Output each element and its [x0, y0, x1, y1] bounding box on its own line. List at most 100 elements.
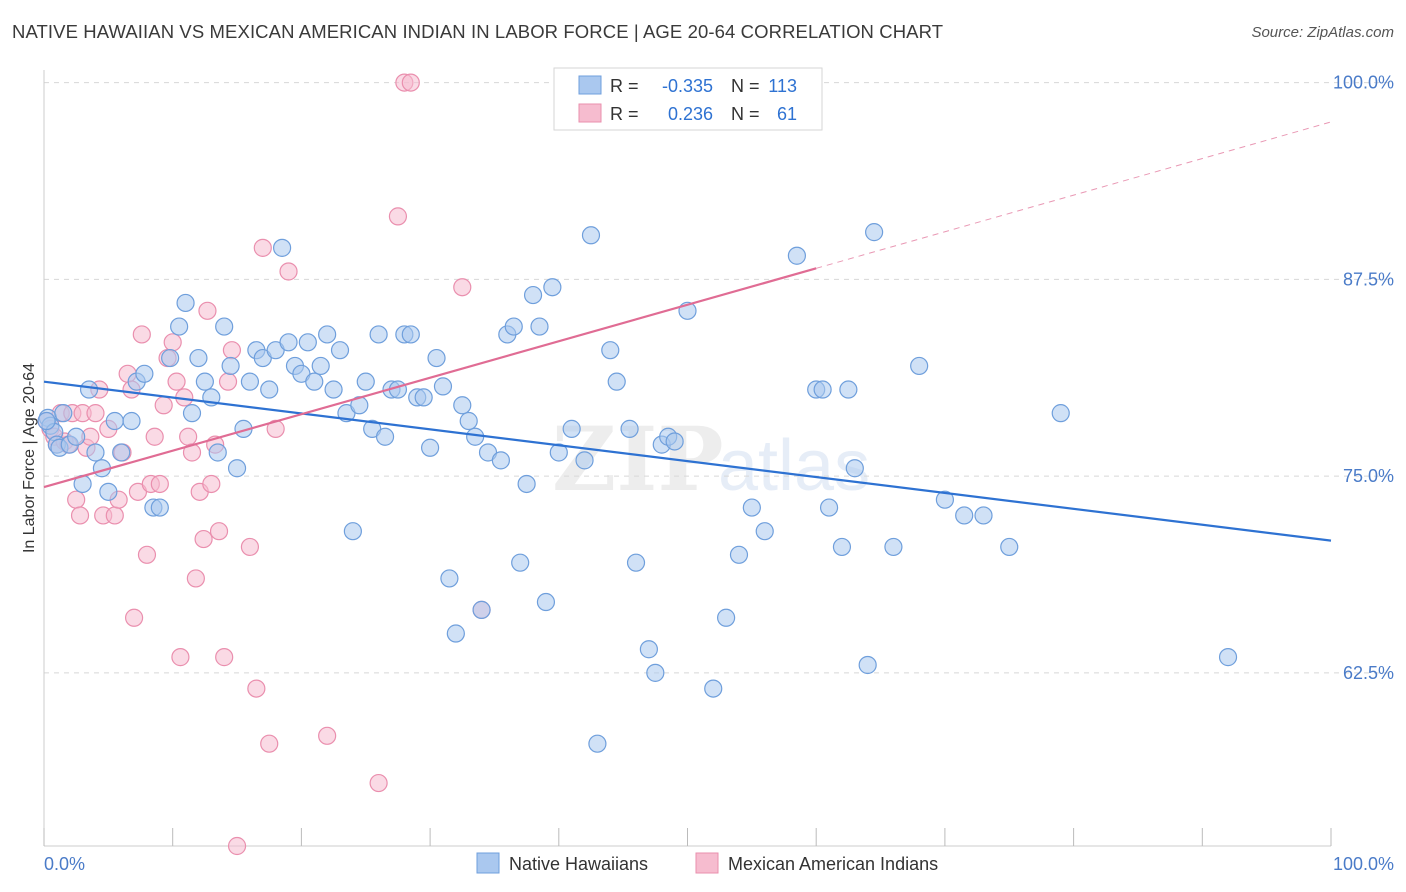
native-hawaiians-point-52 [369, 325, 388, 344]
native-hawaiians-point-28 [215, 317, 234, 336]
legend-swatch-mexican-american-indians [695, 852, 719, 874]
trend-line-mexican-american-indians-extension [816, 121, 1332, 269]
native-hawaiians-point-59 [414, 388, 433, 407]
stats-pink-n-label: N = [731, 104, 760, 124]
mexican-american-indians-point-56 [388, 207, 408, 226]
mexican-american-indians-point-35 [179, 427, 198, 446]
y-axis-label: In Labor Force | Age 20-64 [21, 363, 38, 553]
native-hawaiians-point-10 [86, 443, 105, 462]
mexican-american-indians-point-36 [182, 443, 202, 462]
mexican-american-indians-point-46 [222, 341, 242, 360]
mexican-american-indians-point-41 [202, 474, 221, 494]
native-hawaiians-point-63 [440, 569, 459, 588]
native-hawaiians-point-20 [161, 348, 180, 368]
native-hawaiians-point-24 [189, 348, 208, 368]
native-hawaiians-point-94 [704, 679, 723, 698]
native-hawaiians-point-45 [324, 380, 343, 399]
mexican-american-indians-point-27 [145, 427, 164, 446]
mexican-american-indians-point-44 [215, 648, 234, 667]
native-hawaiians-point-68 [472, 600, 491, 619]
mexican-american-indians-point-25 [137, 545, 157, 564]
native-hawaiians-point-114 [1051, 404, 1070, 423]
native-hawaiians-point-60 [421, 438, 440, 457]
y-tick-label-1: 75.0% [1343, 466, 1394, 486]
x-axis-ticks [43, 828, 1332, 846]
native-hawaiians-point-88 [639, 640, 658, 659]
legend: Native Hawaiians Mexican American Indian… [476, 852, 938, 874]
mexican-american-indians-point-58 [401, 73, 420, 92]
y-tick-labels: 62.5% 75.0% 87.5% 100.0% [1333, 73, 1394, 683]
x-tick-label-max: 100.0% [1333, 854, 1394, 874]
y-tick-label-0: 62.5% [1343, 663, 1394, 683]
native-hawaiians-point-65 [453, 396, 472, 415]
mexican-american-indians-point-8 [67, 490, 86, 509]
native-hawaiians-point-92 [665, 432, 684, 451]
native-hawaiians-point-101 [813, 380, 832, 399]
native-hawaiians-point-108 [884, 537, 903, 557]
native-hawaiians-point-22 [176, 293, 195, 313]
native-hawaiians-point-82 [581, 226, 601, 245]
native-hawaiians-point-64 [446, 624, 465, 643]
mexican-american-indians-point-29 [154, 396, 173, 415]
stats-blue-n-value: 113 [768, 76, 797, 96]
native-hawaiians-point-35 [260, 380, 279, 399]
stats-blue-r-value: -0.335 [662, 76, 713, 96]
native-hawaiians-point-80 [562, 419, 581, 438]
mexican-american-indians-point-39 [194, 529, 213, 549]
mexican-american-indians-point-17 [105, 506, 124, 525]
native-hawaiians-point-103 [832, 537, 852, 557]
native-hawaiians-point-104 [839, 380, 858, 399]
trend-lines [43, 121, 1332, 542]
mexican-american-indians-point-50 [253, 238, 272, 257]
native-hawaiians-point-42 [305, 372, 324, 391]
legend-label-native-hawaiians: Native Hawaiians [509, 854, 648, 874]
native-hawaiians-point-105 [845, 459, 864, 478]
mexican-american-indians-point-31 [163, 333, 182, 352]
stats-box: R = -0.335 N = 113 R = 0.236 N = 61 [553, 67, 823, 131]
native-hawaiians-point-37 [272, 238, 292, 257]
native-hawaiians-point-7 [67, 427, 86, 446]
mexican-american-indians-point-48 [240, 537, 260, 557]
native-hawaiians-point-113 [1000, 537, 1019, 557]
mexican-american-indians-point-33 [171, 648, 190, 667]
native-hawaiians-point-23 [182, 404, 202, 423]
native-hawaiians-point-115 [1218, 648, 1238, 667]
native-hawaiians-point-12 [99, 482, 118, 501]
native-hawaiians-point-43 [311, 356, 330, 376]
native-hawaiians-point-19 [150, 498, 169, 517]
mexican-american-indians-point-55 [369, 773, 388, 793]
native-hawaiians-point-107 [865, 223, 884, 242]
stats-pink-r-label: R = [610, 104, 639, 124]
native-hawaiians-point-84 [601, 341, 620, 360]
native-hawaiians-point-17 [135, 364, 154, 383]
native-hawaiians-point-96 [729, 545, 749, 564]
native-hawaiians-point-95 [717, 608, 736, 627]
native-hawaiians-point-85 [607, 372, 626, 391]
native-hawaiians-point-66 [459, 411, 478, 431]
stats-pink-n-value: 61 [777, 104, 797, 124]
mexican-american-indians-point-59 [453, 278, 472, 297]
mexican-american-indians-point-51 [260, 734, 279, 753]
watermark-atlas: atlas [718, 426, 870, 506]
native-hawaiians-point-78 [543, 278, 562, 297]
native-hawaiians-point-72 [504, 317, 523, 336]
mexican-american-indians-point-22 [124, 608, 144, 627]
stats-blue-r-label: R = [610, 76, 639, 96]
native-hawaiians-point-75 [523, 285, 543, 305]
stats-swatch-pink [578, 103, 602, 123]
native-hawaiians-point-29 [221, 356, 240, 376]
native-hawaiians-point-9 [79, 380, 99, 399]
mexican-american-indians-point-45 [218, 372, 238, 391]
native-hawaiians-point-46 [330, 341, 350, 360]
mexican-american-indians-point-47 [227, 836, 247, 856]
x-tick-label-min: 0.0% [44, 854, 85, 874]
native-hawaiians-point-14 [112, 443, 131, 462]
native-hawaiians-point-83 [588, 734, 607, 753]
mexican-american-indians-point-54 [318, 726, 337, 745]
native-hawaiians-point-48 [343, 522, 362, 541]
stats-pink-r-value: 0.236 [668, 104, 713, 124]
native-hawaiians-point-112 [974, 506, 993, 525]
native-hawaiians-point-30 [227, 459, 247, 478]
native-hawaiians-point-77 [536, 592, 556, 612]
